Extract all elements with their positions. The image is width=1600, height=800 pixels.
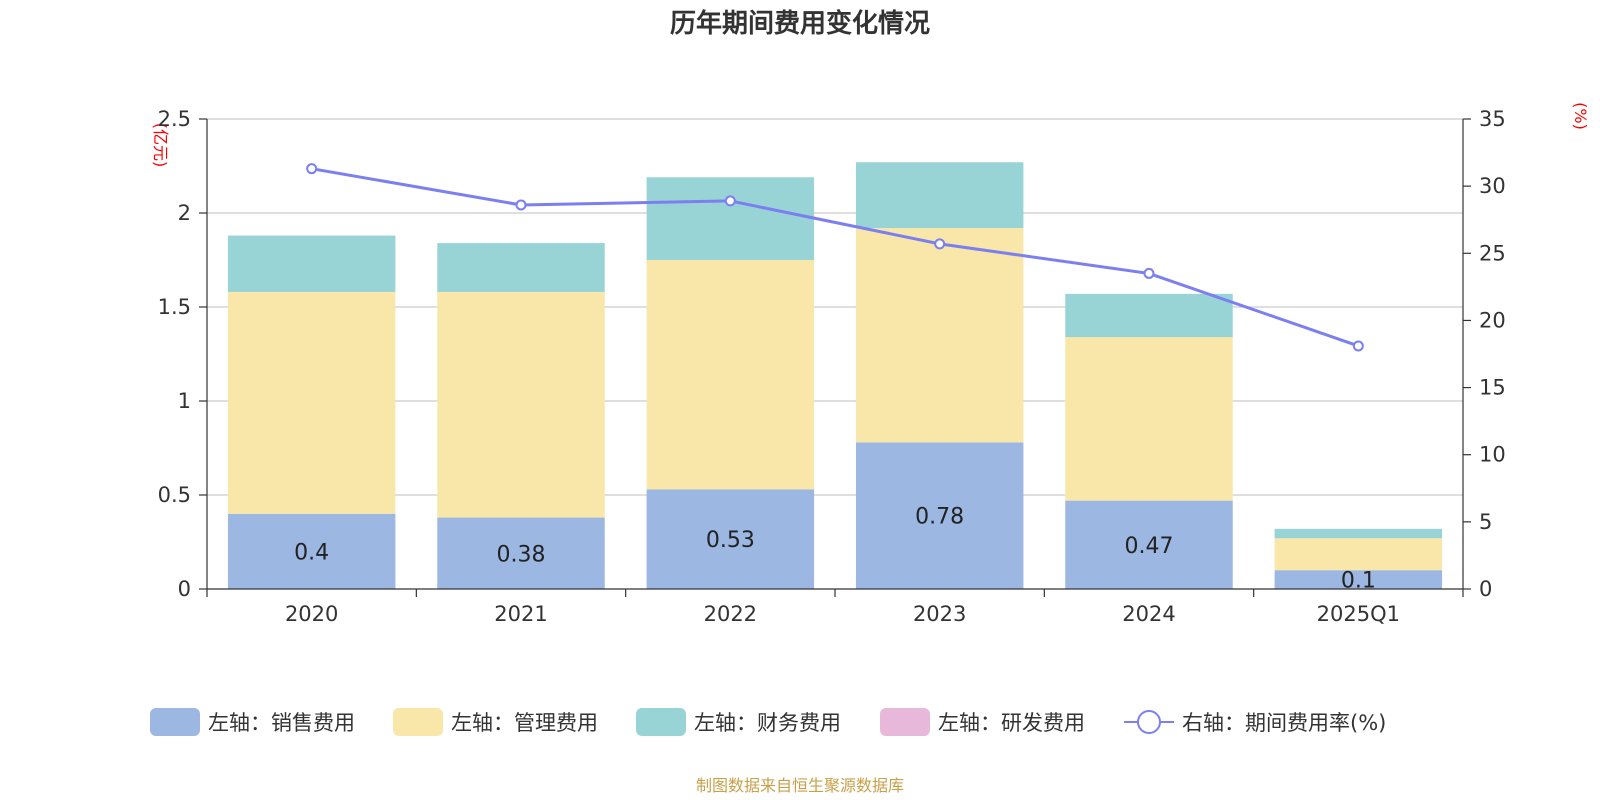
bar-s2-4: [1065, 293, 1233, 338]
x-axis-label-4: 2024: [1122, 602, 1175, 626]
bar-s2-1: [437, 243, 605, 292]
rate-point-3: [934, 238, 946, 250]
rate-point-0: [306, 163, 318, 175]
rate-point-2: [724, 195, 736, 207]
bar-s1-5: [1274, 538, 1443, 571]
left-axis-tick-2: 1: [178, 389, 191, 413]
chart-title: 历年期间费用变化情况: [670, 8, 930, 39]
data-labels: 0.4 0.38 0.53 0.78 0.47 0.1: [294, 505, 1376, 594]
bar-s1-3: [855, 228, 1024, 443]
x-axis-label-2: 2022: [704, 602, 757, 626]
bar-s0-4: [1065, 500, 1233, 589]
right-axis-tick-2: 10: [1479, 443, 1506, 467]
bar-s0-1: [437, 517, 605, 589]
legend: 左轴：销售费用 左轴：管理费用 左轴：财务费用 左轴：研发费用 右轴：期间费用率(%): [150, 708, 1386, 736]
left-axis-tick-0: 0: [178, 577, 191, 601]
rate-point-1: [515, 199, 527, 211]
left-axis-tick-4: 2: [178, 201, 191, 225]
axes: 0 0.5 1 1.5 2 2.5 0 5 10 15 20 25 30 35 2020 2021 2022 20…: [158, 107, 1506, 626]
x-axis-label-0: 2020: [285, 602, 338, 626]
right-axis-tick-3: 15: [1479, 376, 1506, 400]
right-axis-tick-6: 30: [1479, 174, 1506, 198]
right-axis-tick-1: 5: [1479, 510, 1492, 534]
x-axis-label-5: 2025Q1: [1317, 602, 1400, 626]
legend-swatch-3: [880, 708, 930, 736]
grid-lines: [207, 118, 1463, 496]
legend-swatch-2: [636, 708, 686, 736]
bar-label-5: 0.1: [1341, 569, 1376, 594]
x-axis-label-3: 2023: [913, 602, 966, 626]
right-axis-tick-7: 35: [1479, 107, 1506, 131]
bar-label-4: 0.47: [1125, 534, 1174, 559]
bar-label-2: 0.53: [706, 528, 755, 553]
right-axis-tick-4: 20: [1479, 308, 1506, 332]
bar-s1-1: [437, 291, 605, 518]
left-axis-tick-1: 0.5: [158, 483, 191, 507]
legend-label-3: 左轴：研发费用: [938, 711, 1085, 735]
legend-marker-4: [1137, 710, 1161, 734]
bar-s2-5: [1274, 528, 1443, 539]
rate-point-5: [1352, 340, 1364, 352]
data-source-note: 制图数据来自恒生聚源数据库: [696, 776, 904, 795]
x-axis-label-1: 2021: [494, 602, 547, 626]
rate-line: [311, 167, 1359, 348]
legend-label-0: 左轴：销售费用: [208, 711, 355, 735]
legend-swatch-1: [393, 708, 443, 736]
legend-label-2: 左轴：财务费用: [694, 711, 841, 735]
bar-s1-0: [227, 291, 396, 514]
left-axis-tick-5: 2.5: [158, 107, 191, 131]
rate-point-4: [1143, 267, 1155, 279]
legend-label-4: 右轴：期间费用率(%): [1182, 711, 1386, 735]
bar-series: [227, 162, 1443, 589]
left-axis-unit: (亿元): [151, 123, 170, 168]
bar-s1-4: [1065, 337, 1233, 501]
line-series: [306, 163, 1364, 352]
right-axis-tick-5: 25: [1479, 241, 1506, 265]
right-axis-tick-0: 0: [1479, 577, 1492, 601]
bar-s2-2: [646, 177, 815, 260]
bar-s1-2: [646, 260, 815, 490]
bar-s0-2: [646, 489, 815, 589]
legend-label-1: 左轴：管理费用: [451, 711, 598, 735]
bar-label-1: 0.38: [497, 542, 546, 567]
bar-s2-3: [855, 162, 1024, 229]
bar-s2-0: [227, 235, 396, 292]
bar-label-3: 0.78: [915, 505, 964, 530]
bar-s0-5: [1274, 570, 1443, 589]
legend-swatch-0: [150, 708, 200, 736]
bar-s0-0: [227, 513, 396, 589]
left-axis-tick-3: 1.5: [158, 295, 191, 319]
right-axis-unit: (%): [1571, 102, 1590, 130]
bar-s0-3: [855, 442, 1024, 589]
bar-label-0: 0.4: [294, 540, 329, 565]
